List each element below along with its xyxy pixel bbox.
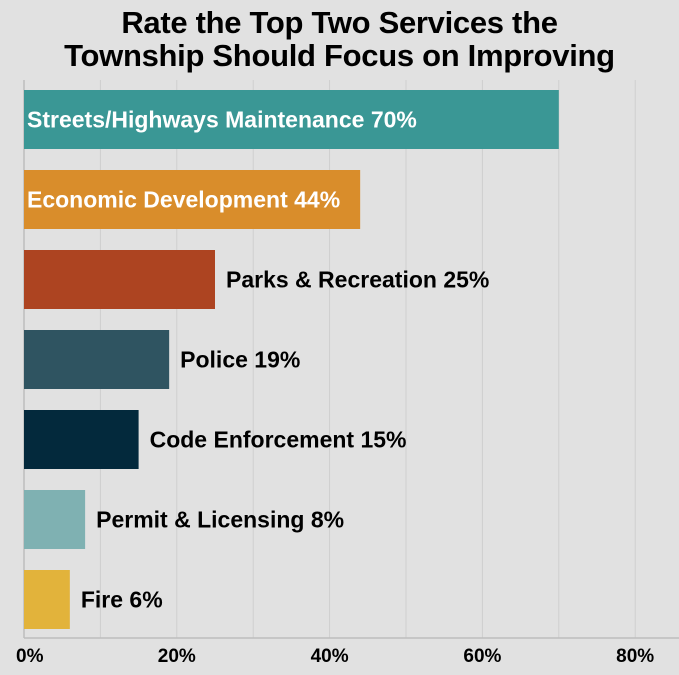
chart-title-line-1: Rate the Top Two Services the (121, 5, 558, 40)
bar-0 (24, 90, 559, 149)
bar-3 (24, 330, 170, 389)
x-tick-label: 60% (463, 646, 501, 667)
data-label-0: Streets/Highways Maintenance 70% (27, 107, 417, 133)
chart-title-line-2: Township Should Focus on Improving (64, 38, 615, 73)
bar-2 (24, 250, 215, 309)
data-label-6: Fire 6% (81, 587, 163, 613)
bar-6 (24, 570, 70, 629)
data-label-3: Police 19% (180, 347, 300, 373)
data-label-4: Code Enforcement 15% (150, 427, 407, 453)
bar-4 (24, 410, 139, 469)
bar-1 (24, 170, 361, 229)
chart-title: Rate the Top Two Services the Township S… (0, 6, 679, 72)
bar-5 (24, 490, 86, 549)
data-label-2: Parks & Recreation 25% (226, 267, 489, 293)
data-label-5: Permit & Licensing 8% (96, 507, 344, 533)
x-tick-label: 0% (16, 646, 44, 667)
x-tick-label: 80% (616, 646, 654, 667)
data-label-1: Economic Development 44% (27, 187, 340, 213)
x-tick-label: 40% (311, 646, 349, 667)
x-tick-label: 20% (158, 646, 196, 667)
